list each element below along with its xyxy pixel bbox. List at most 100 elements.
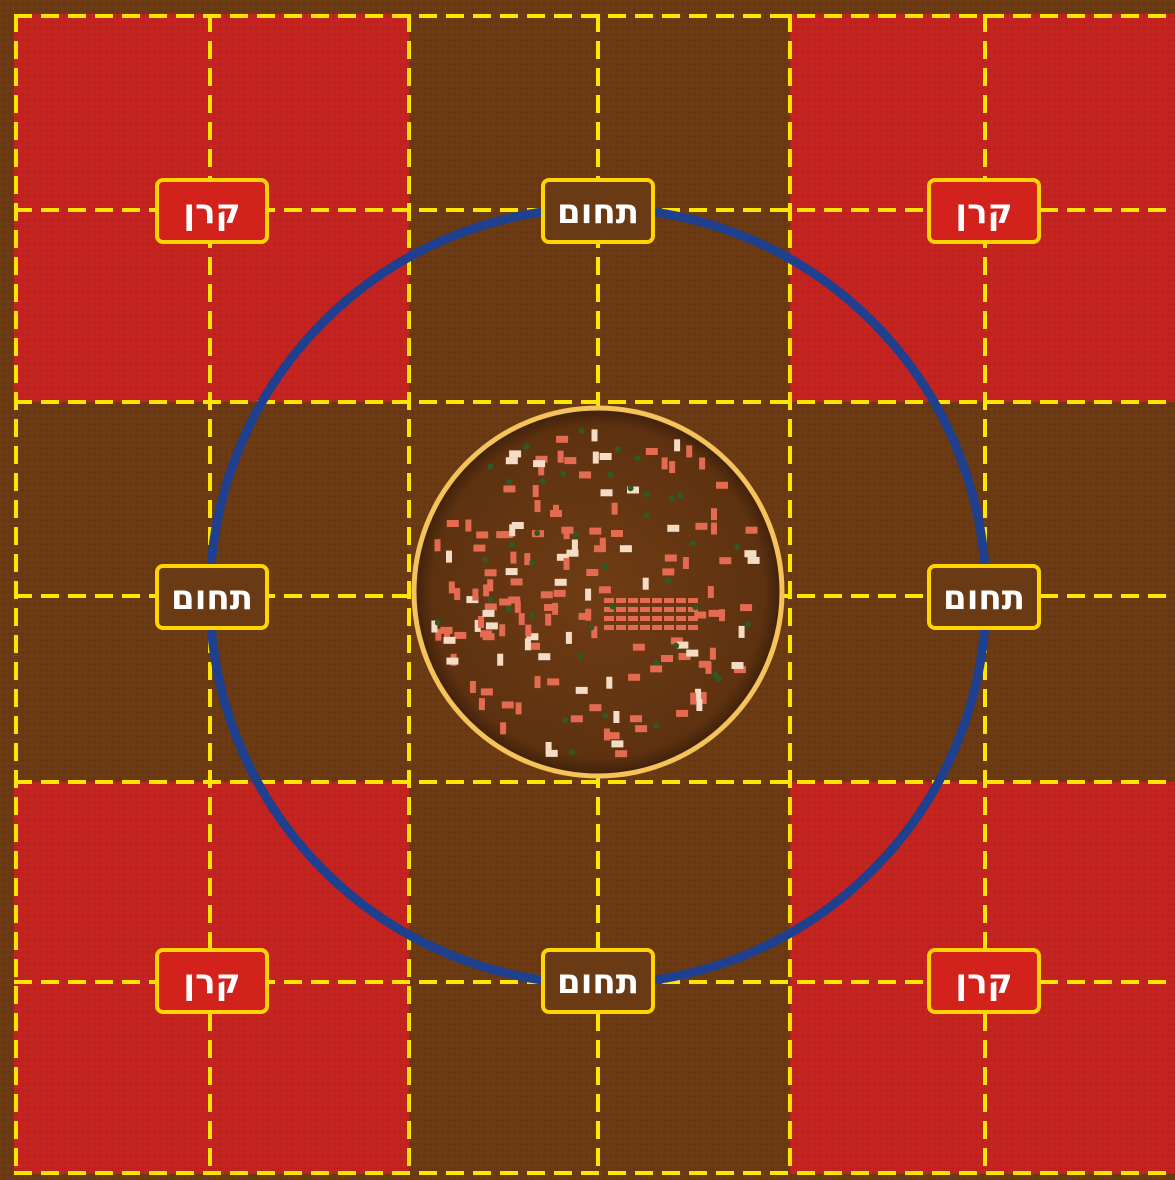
- city-house: [591, 626, 598, 639]
- city-house: [667, 524, 680, 532]
- city-house: [443, 636, 456, 644]
- city-house: [611, 740, 624, 748]
- city-house: [628, 616, 638, 621]
- city-tree: [677, 492, 684, 499]
- city-house: [446, 657, 459, 665]
- city-house: [508, 596, 521, 604]
- city-house: [579, 471, 591, 479]
- city-house: [524, 638, 531, 651]
- city-house: [611, 530, 623, 537]
- city-house: [472, 588, 479, 601]
- city-tree: [434, 619, 441, 626]
- city-house: [662, 568, 675, 576]
- city-house: [518, 613, 525, 626]
- city-house: [707, 586, 714, 598]
- city-house: [478, 616, 484, 628]
- city-tree: [506, 479, 513, 485]
- city-tree: [487, 596, 494, 603]
- city-house: [619, 545, 632, 553]
- city-house: [740, 604, 753, 612]
- city-house: [711, 508, 717, 521]
- city-house: [604, 607, 614, 612]
- city-house: [611, 502, 618, 515]
- label-corner-top-left: קרן: [155, 178, 269, 244]
- city-house: [669, 461, 676, 474]
- city-tree: [529, 559, 536, 566]
- city-house: [501, 701, 514, 709]
- city-tree: [634, 455, 641, 461]
- city-house: [652, 607, 662, 612]
- city-tree: [505, 605, 512, 612]
- city-house: [645, 448, 658, 455]
- city-house: [434, 539, 441, 552]
- city-house: [674, 439, 681, 452]
- city-tree: [569, 749, 576, 755]
- city-house: [635, 725, 648, 733]
- city-house: [454, 631, 467, 639]
- city-house: [478, 698, 485, 711]
- city-house: [553, 504, 559, 517]
- city-house: [570, 715, 583, 723]
- city-house: [711, 522, 717, 535]
- city-house: [664, 616, 674, 621]
- city-house: [484, 569, 497, 577]
- city-house: [509, 450, 522, 458]
- city-house: [628, 673, 641, 681]
- city-house: [446, 550, 452, 563]
- city-house: [616, 598, 626, 603]
- city-house: [482, 633, 495, 641]
- city-house: [566, 549, 579, 557]
- city-house: [676, 709, 689, 717]
- city-house: [500, 722, 507, 735]
- city-house: [511, 522, 524, 529]
- city-house: [615, 750, 628, 758]
- label-boundary-bottom: תחום: [541, 948, 655, 1014]
- city-house: [552, 602, 559, 615]
- city-house: [535, 455, 548, 463]
- city-house: [503, 485, 516, 493]
- city-house: [514, 600, 521, 613]
- city-house: [563, 558, 570, 570]
- city-house: [556, 553, 569, 561]
- city-center: [411, 405, 785, 779]
- city-house: [571, 539, 578, 552]
- city-house: [676, 598, 686, 603]
- city-house: [652, 598, 662, 603]
- city-house: [607, 732, 620, 740]
- city-house: [547, 678, 560, 686]
- city-house: [708, 609, 721, 617]
- city-house: [699, 457, 706, 470]
- city-house: [700, 691, 707, 704]
- city-house: [670, 637, 683, 645]
- city-house: [487, 579, 494, 592]
- label-corner-text: קרן: [183, 962, 240, 1002]
- city-house: [534, 500, 541, 513]
- city-house: [599, 537, 606, 550]
- label-boundary-top: תחום: [541, 178, 655, 244]
- city-house: [688, 616, 698, 621]
- city-house: [640, 598, 650, 603]
- city-house: [661, 655, 673, 662]
- city-house: [640, 607, 650, 612]
- city-house: [630, 715, 642, 723]
- city-house: [613, 711, 620, 723]
- city-house: [716, 481, 728, 489]
- city-house: [690, 692, 697, 705]
- city-house: [538, 653, 551, 661]
- city-house: [695, 688, 701, 701]
- city-ring: [411, 405, 785, 779]
- city-tree: [529, 612, 536, 619]
- city-house: [676, 607, 686, 612]
- city-house: [585, 588, 592, 601]
- city-house: [688, 625, 698, 630]
- label-corner-text: קרן: [183, 192, 240, 232]
- city-house: [509, 524, 516, 537]
- city-house: [600, 489, 613, 497]
- city-house: [664, 607, 674, 612]
- city-house: [719, 557, 732, 565]
- label-boundary-text: תחום: [557, 962, 639, 1002]
- city-house: [499, 598, 512, 606]
- city-house: [733, 666, 746, 674]
- city-house: [561, 526, 574, 534]
- city-house: [589, 704, 602, 712]
